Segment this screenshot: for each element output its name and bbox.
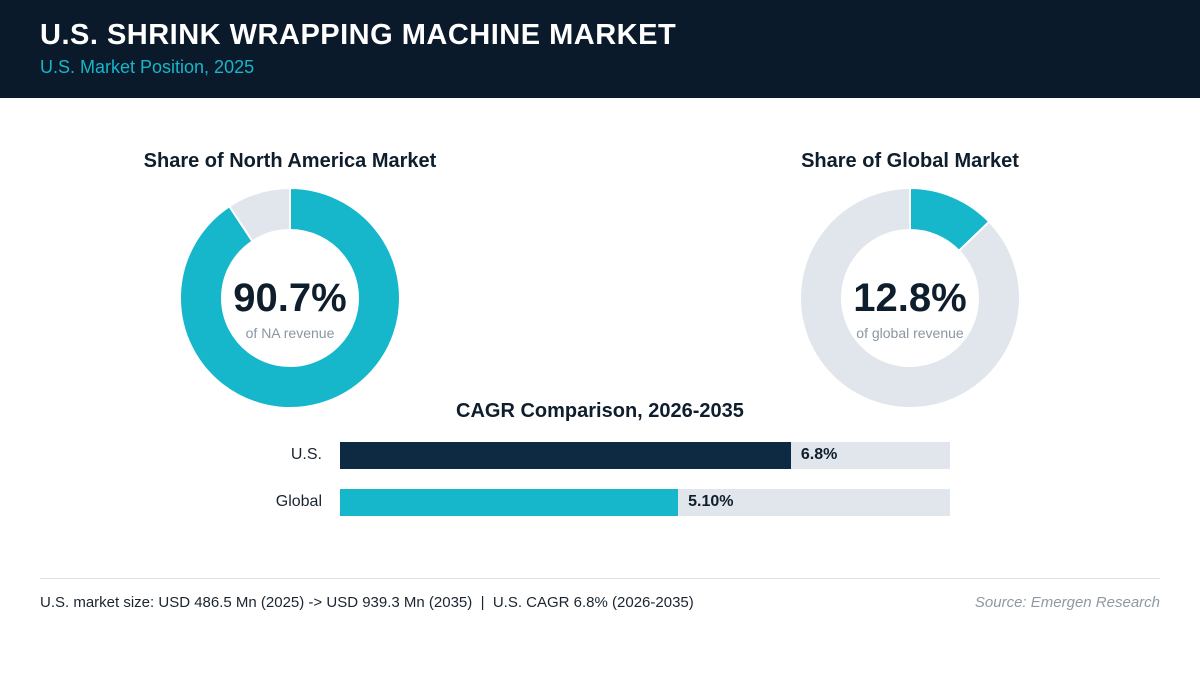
na-share-donut-block: Share of North America Market 90.7% of N… (110, 150, 470, 420)
header-banner: U.S. SHRINK WRAPPING MACHINE MARKET U.S.… (0, 0, 1200, 98)
na-share-title: Share of North America Market (143, 150, 437, 172)
footer-divider (40, 578, 1160, 579)
donut-slice-rest (800, 188, 1020, 408)
global-share-value: 12.8% (853, 276, 967, 320)
donut-slice-u-s (180, 188, 400, 408)
page-subtitle: U.S. Market Position, 2025 (40, 57, 255, 77)
bar-fill-us (340, 442, 791, 469)
cagr-chart-title: CAGR Comparison, 2026-2035 (456, 400, 744, 422)
bar-fill-global (340, 489, 679, 516)
bar-track-us: 6.8% (340, 442, 950, 469)
page-title: U.S. SHRINK WRAPPING MACHINE MARKET (40, 19, 677, 51)
global-share-title: Share of Global Market (801, 150, 1019, 172)
global-share-sublabel: of global revenue (856, 325, 964, 341)
bar-label-global: Global (275, 493, 322, 510)
na-share-value: 90.7% (233, 276, 347, 320)
bar-label-us: U.S. (290, 446, 322, 463)
footer-source: Source: Emergen Research (974, 594, 1160, 611)
global-share-donut-block: Share of Global Market 12.8% of global r… (730, 150, 1090, 420)
na-share-sublabel: of NA revenue (245, 325, 335, 341)
footer-market-note: U.S. market size: USD 486.5 Mn (2025) ->… (40, 594, 694, 611)
global-share-donut-chart (800, 188, 1020, 408)
donut-slice-rest (227, 188, 291, 243)
bar-track-global: 5.10% (340, 489, 950, 516)
na-share-donut-chart (180, 188, 400, 408)
bar-value-us: 6.8% (800, 446, 838, 463)
bar-value-global: 5.10% (688, 493, 734, 510)
